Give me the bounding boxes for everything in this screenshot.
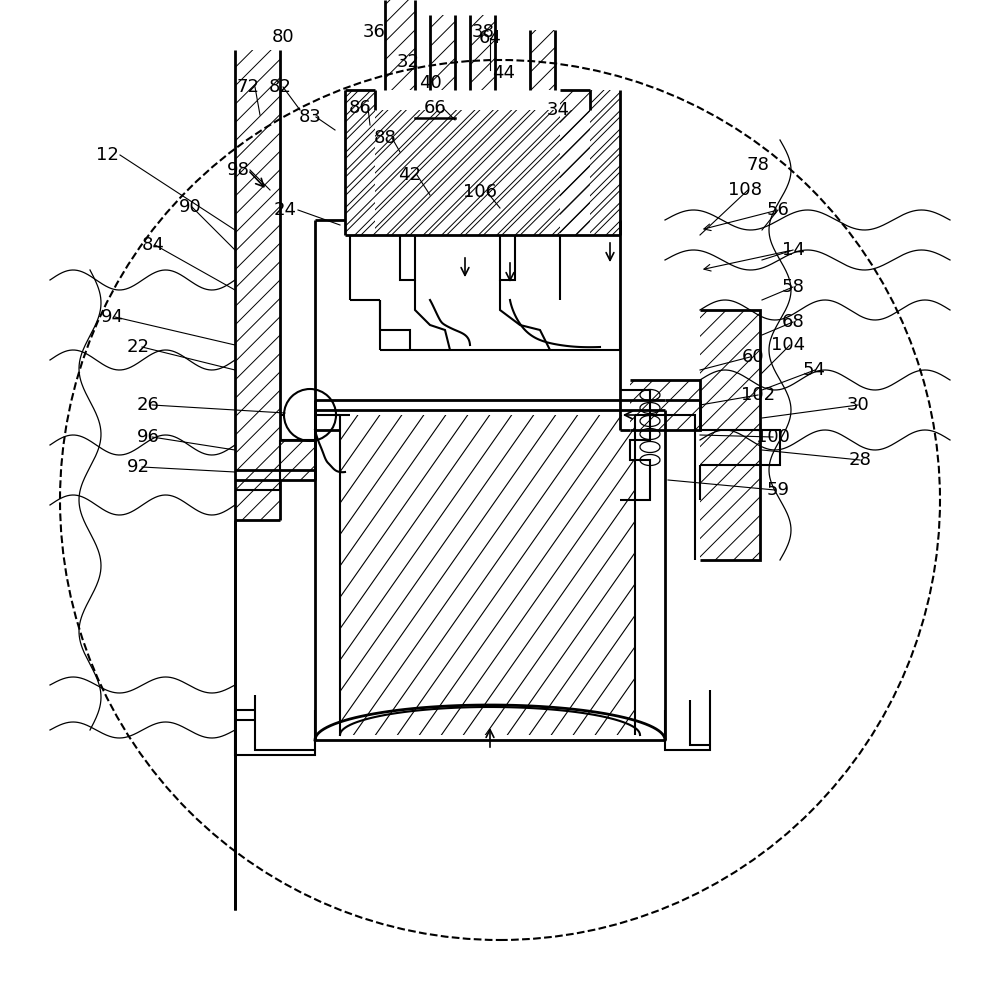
Text: 32: 32 bbox=[396, 53, 420, 71]
Text: 36: 36 bbox=[363, 23, 385, 41]
Text: 86: 86 bbox=[349, 99, 371, 117]
Text: 14: 14 bbox=[782, 241, 804, 259]
Text: 38: 38 bbox=[472, 23, 494, 41]
Text: 22: 22 bbox=[126, 338, 150, 356]
Text: 44: 44 bbox=[492, 64, 516, 82]
Text: 96: 96 bbox=[137, 428, 159, 446]
Text: 106: 106 bbox=[463, 183, 497, 201]
Text: 88: 88 bbox=[374, 129, 396, 147]
Text: 34: 34 bbox=[546, 101, 570, 119]
Text: 56: 56 bbox=[767, 201, 789, 219]
Text: 30: 30 bbox=[847, 396, 869, 414]
Text: 84: 84 bbox=[142, 236, 164, 254]
Text: 28: 28 bbox=[849, 451, 871, 469]
Text: 26: 26 bbox=[137, 396, 159, 414]
Text: 24: 24 bbox=[274, 201, 296, 219]
Text: 100: 100 bbox=[756, 428, 790, 446]
Text: 68: 68 bbox=[782, 313, 804, 331]
Text: 59: 59 bbox=[767, 481, 790, 499]
Text: 64: 64 bbox=[479, 29, 501, 47]
Text: 102: 102 bbox=[741, 386, 775, 404]
Text: 78: 78 bbox=[747, 156, 769, 174]
Text: 108: 108 bbox=[728, 181, 762, 199]
Text: 80: 80 bbox=[272, 28, 294, 46]
Text: 98: 98 bbox=[227, 161, 249, 179]
Text: 83: 83 bbox=[299, 108, 321, 126]
Text: 90: 90 bbox=[179, 198, 201, 216]
Text: 42: 42 bbox=[398, 166, 422, 184]
Text: 104: 104 bbox=[771, 336, 805, 354]
Text: 66: 66 bbox=[424, 99, 446, 117]
Text: 60: 60 bbox=[742, 348, 764, 366]
Text: 72: 72 bbox=[237, 78, 260, 96]
Text: 12: 12 bbox=[96, 146, 118, 164]
Text: 58: 58 bbox=[782, 278, 804, 296]
Text: 54: 54 bbox=[802, 361, 826, 379]
Text: 82: 82 bbox=[269, 78, 291, 96]
Text: 92: 92 bbox=[126, 458, 150, 476]
Text: 94: 94 bbox=[100, 308, 124, 326]
Text: 40: 40 bbox=[419, 74, 441, 92]
